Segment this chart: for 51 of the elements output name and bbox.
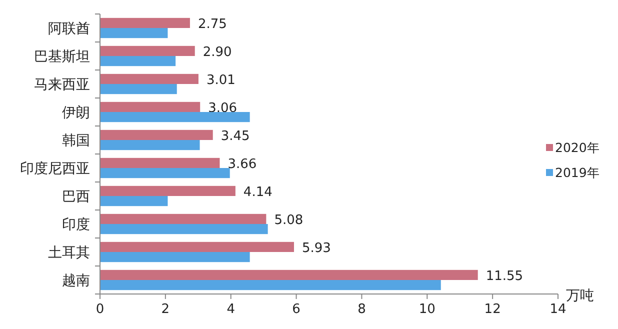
data-label: 3.66 <box>228 156 257 172</box>
data-label: 2.90 <box>202 44 232 60</box>
x-tick-label: 6 <box>292 302 300 317</box>
x-tick-label: 0 <box>96 302 104 317</box>
bar <box>100 18 190 28</box>
bar <box>100 280 441 290</box>
bar <box>100 140 200 150</box>
y-tick-label: 马来西亚 <box>34 77 90 93</box>
data-label: 4.14 <box>243 184 272 200</box>
y-tick-label: 土耳其 <box>48 245 90 261</box>
data-label: 11.55 <box>486 268 524 284</box>
legend-label: 2019年 <box>555 165 600 180</box>
bar <box>100 28 168 38</box>
data-label: 3.06 <box>208 100 238 116</box>
legend-label: 2020年 <box>555 140 600 155</box>
bar <box>100 158 220 168</box>
bar <box>100 168 230 178</box>
data-label: 2.75 <box>198 16 227 32</box>
data-label: 3.45 <box>220 128 250 144</box>
bar <box>100 242 294 252</box>
x-tick-label: 2 <box>161 302 170 317</box>
bar <box>100 130 213 140</box>
bar <box>100 224 268 234</box>
x-tick-label: 4 <box>226 302 235 317</box>
bar <box>100 214 266 224</box>
y-tick-label: 巴基斯坦 <box>34 49 90 65</box>
bar <box>100 270 478 280</box>
x-axis-title: 万吨 <box>566 288 594 304</box>
x-tick-label: 8 <box>358 302 366 317</box>
x-tick-label: 12 <box>484 302 501 317</box>
bar <box>100 74 198 84</box>
data-label: 3.01 <box>206 72 236 88</box>
y-tick-label: 印度 <box>62 217 90 233</box>
y-tick-label: 越南 <box>62 273 90 289</box>
y-tick-label: 巴西 <box>62 189 90 205</box>
bar <box>100 46 195 56</box>
bar <box>100 112 250 122</box>
bar <box>100 56 176 66</box>
x-tick-label: 10 <box>418 302 436 317</box>
x-tick-label: 14 <box>550 302 566 317</box>
y-tick-label: 伊朗 <box>62 105 90 121</box>
y-tick-label: 阿联酋 <box>48 21 90 37</box>
bar <box>100 84 177 94</box>
bar <box>100 196 168 206</box>
data-label: 5.93 <box>302 240 331 256</box>
bar <box>100 102 200 112</box>
bar <box>100 186 236 196</box>
y-tick-label: 韩国 <box>62 133 90 149</box>
y-tick-label: 印度尼西亚 <box>20 161 90 177</box>
data-label: 5.08 <box>274 212 304 228</box>
bar <box>100 252 250 262</box>
